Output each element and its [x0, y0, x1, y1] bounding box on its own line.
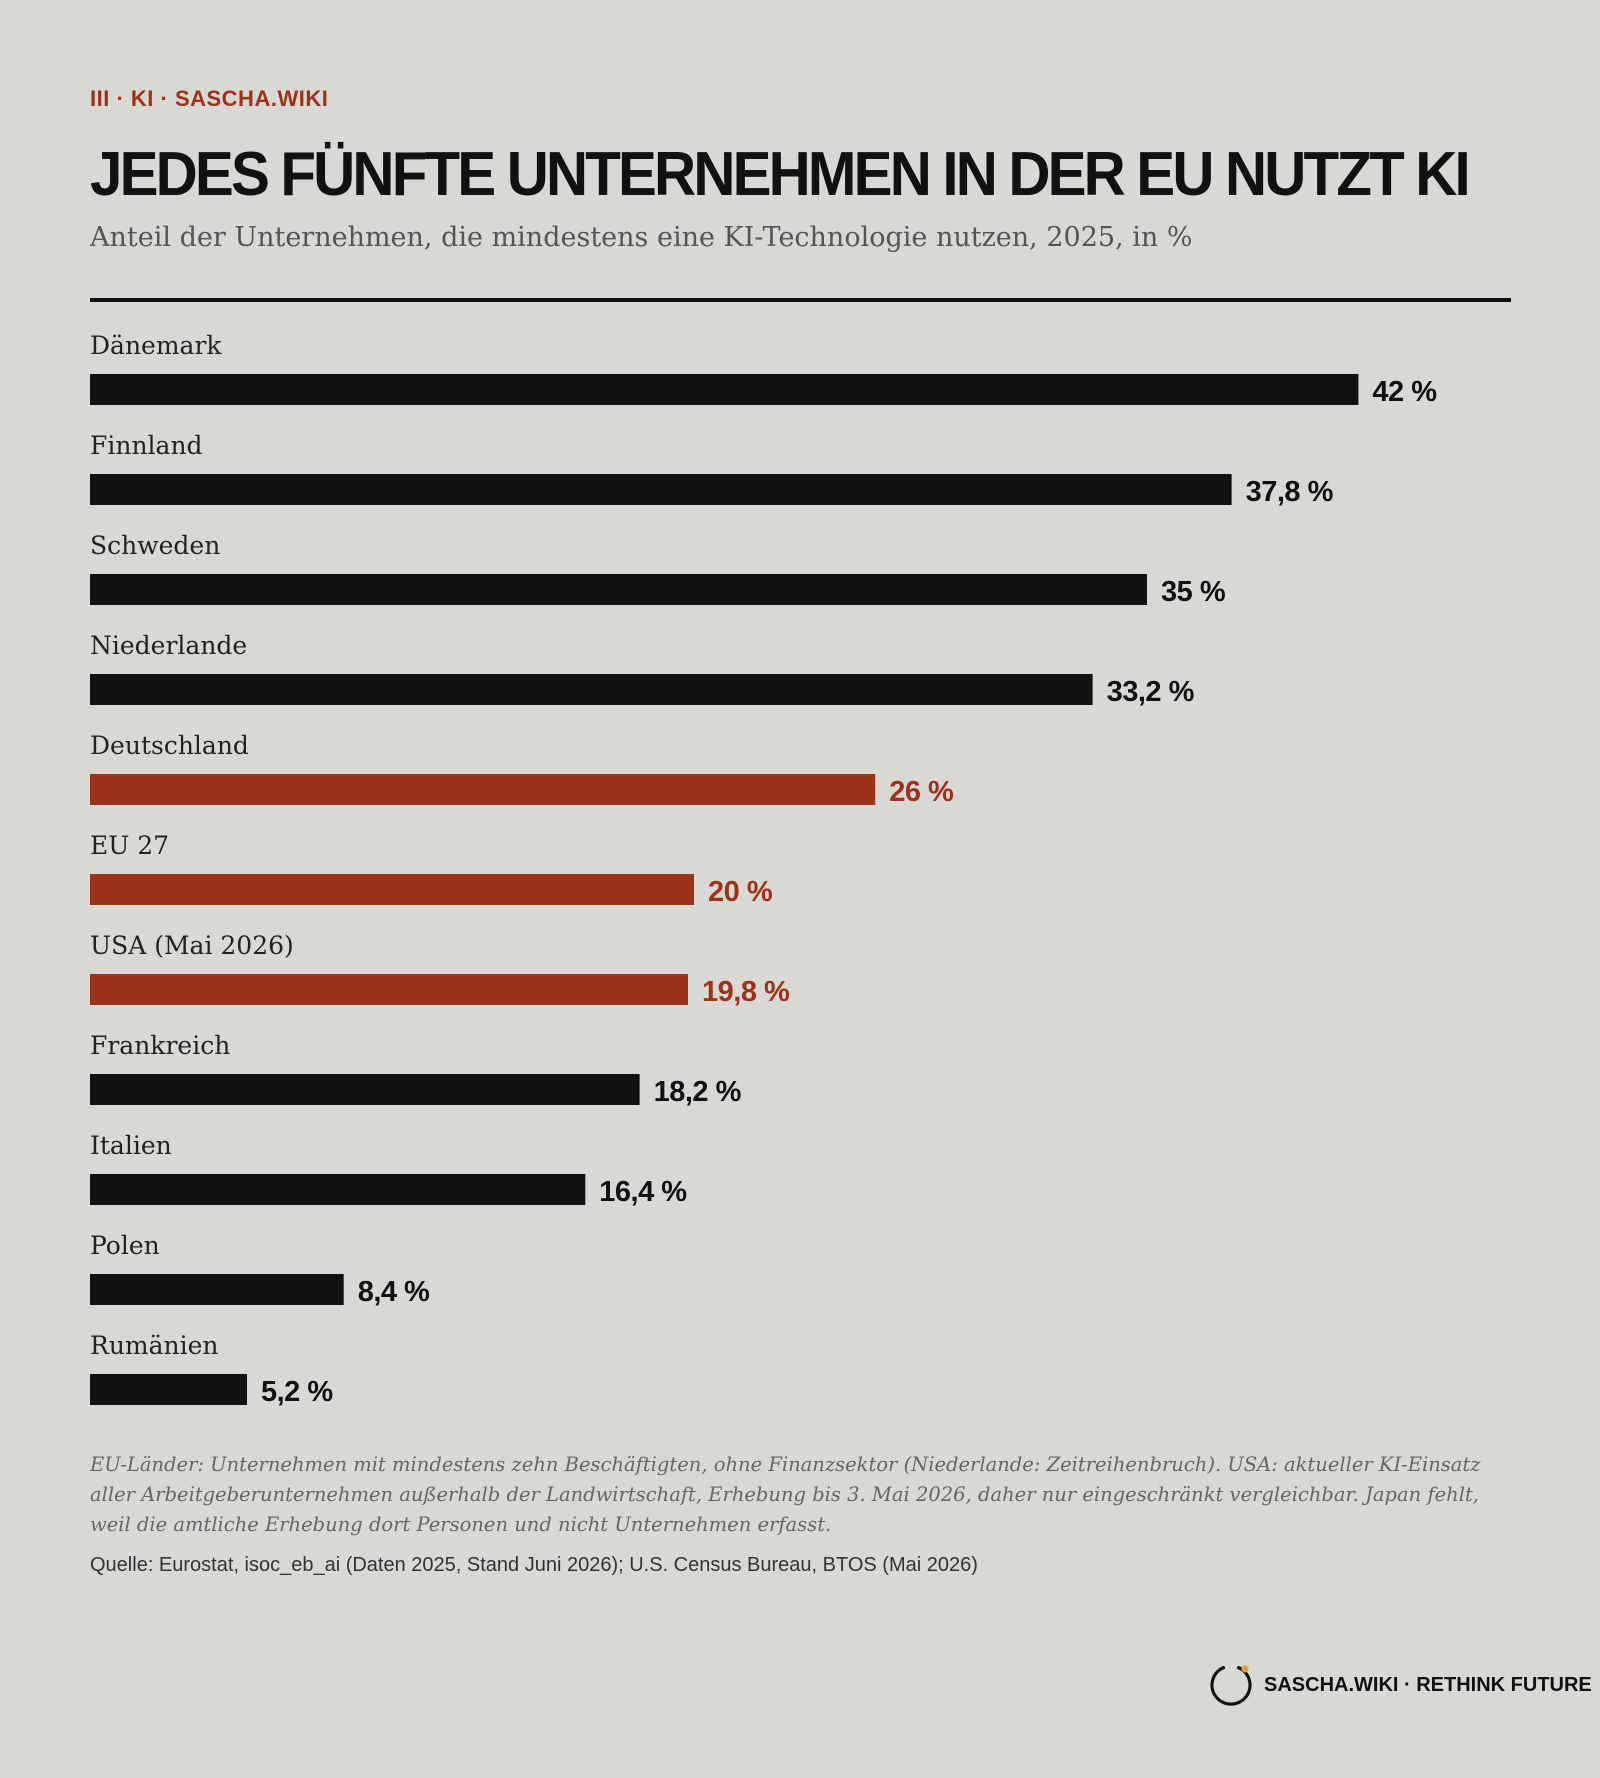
bar [90, 874, 694, 905]
bar-row: Deutschland 26 % [90, 731, 955, 808]
ring-logo-icon [1210, 1665, 1252, 1706]
category-label: Frankreich [90, 1031, 230, 1060]
bar-row: Schweden 35 % [90, 531, 1226, 608]
category-label: Niederlande [90, 631, 247, 660]
bar [90, 374, 1359, 405]
brand-text: SASCHA.WIKI · RETHINK FUTURE [1264, 1673, 1592, 1696]
bar [90, 674, 1093, 705]
bar [90, 774, 876, 805]
category-label: Schweden [90, 531, 220, 560]
value-label: 18,2 % [654, 1076, 742, 1108]
bar-row: EU 27 20 % [90, 831, 773, 908]
category-label: USA (Mai 2026) [90, 931, 294, 960]
value-label: 33,2 % [1107, 676, 1195, 708]
value-label: 16,4 % [599, 1176, 687, 1208]
value-label: 35 % [1161, 576, 1226, 608]
bar-row: Polen 8,4 % [90, 1231, 431, 1308]
bar [90, 474, 1232, 505]
chart-title: JEDES FÜNFTE UNTERNEHMEN IN DER EU NUTZT… [90, 140, 1471, 209]
value-label: 5,2 % [261, 1376, 333, 1408]
value-label: 8,4 % [358, 1276, 430, 1308]
bar [90, 1374, 247, 1405]
bar [90, 574, 1147, 605]
category-label: EU 27 [90, 831, 169, 860]
value-label: 42 % [1372, 376, 1437, 408]
category-label: Polen [90, 1231, 160, 1260]
source-line: Quelle: Eurostat, isoc_eb_ai (Daten 2025… [90, 1554, 978, 1576]
bar [90, 1074, 640, 1105]
chart-subtitle: Anteil der Unternehmen, die mindestens e… [90, 222, 1193, 253]
brand-footer[interactable]: SASCHA.WIKI · RETHINK FUTURE [1208, 1660, 1592, 1710]
bar-row: Frankreich 18,2 % [90, 1031, 742, 1108]
footnote: EU-Länder: Unternehmen mit mindestens ze… [90, 1453, 1481, 1536]
bar-row: Rumänien 5,2 % [90, 1331, 334, 1408]
category-label: Deutschland [90, 731, 249, 760]
bar [90, 974, 688, 1005]
title-rule [90, 298, 1511, 302]
kicker: III · KI · SASCHA.WIKI [90, 86, 329, 111]
value-label: 26 % [889, 776, 954, 808]
category-label: Italien [90, 1131, 172, 1160]
value-label: 19,8 % [702, 976, 790, 1008]
category-label: Dänemark [90, 331, 222, 360]
bar-row: Finnland 37,8 % [90, 431, 1334, 508]
bar-row: Niederlande 33,2 % [90, 631, 1195, 708]
value-label: 37,8 % [1246, 476, 1334, 508]
value-label: 20 % [708, 876, 773, 908]
bar-row: Italien 16,4 % [90, 1131, 688, 1208]
bar-row: Dänemark 42 % [90, 331, 1438, 408]
bar-chart: Dänemark 42 % Finnland 37,8 % Schweden 35 % Ni… [90, 331, 1438, 1408]
bar-row: USA (Mai 2026) 19,8 % [90, 931, 790, 1008]
category-label: Rumänien [90, 1331, 219, 1360]
category-label: Finnland [90, 431, 203, 460]
bar [90, 1274, 344, 1305]
bar [90, 1174, 586, 1205]
